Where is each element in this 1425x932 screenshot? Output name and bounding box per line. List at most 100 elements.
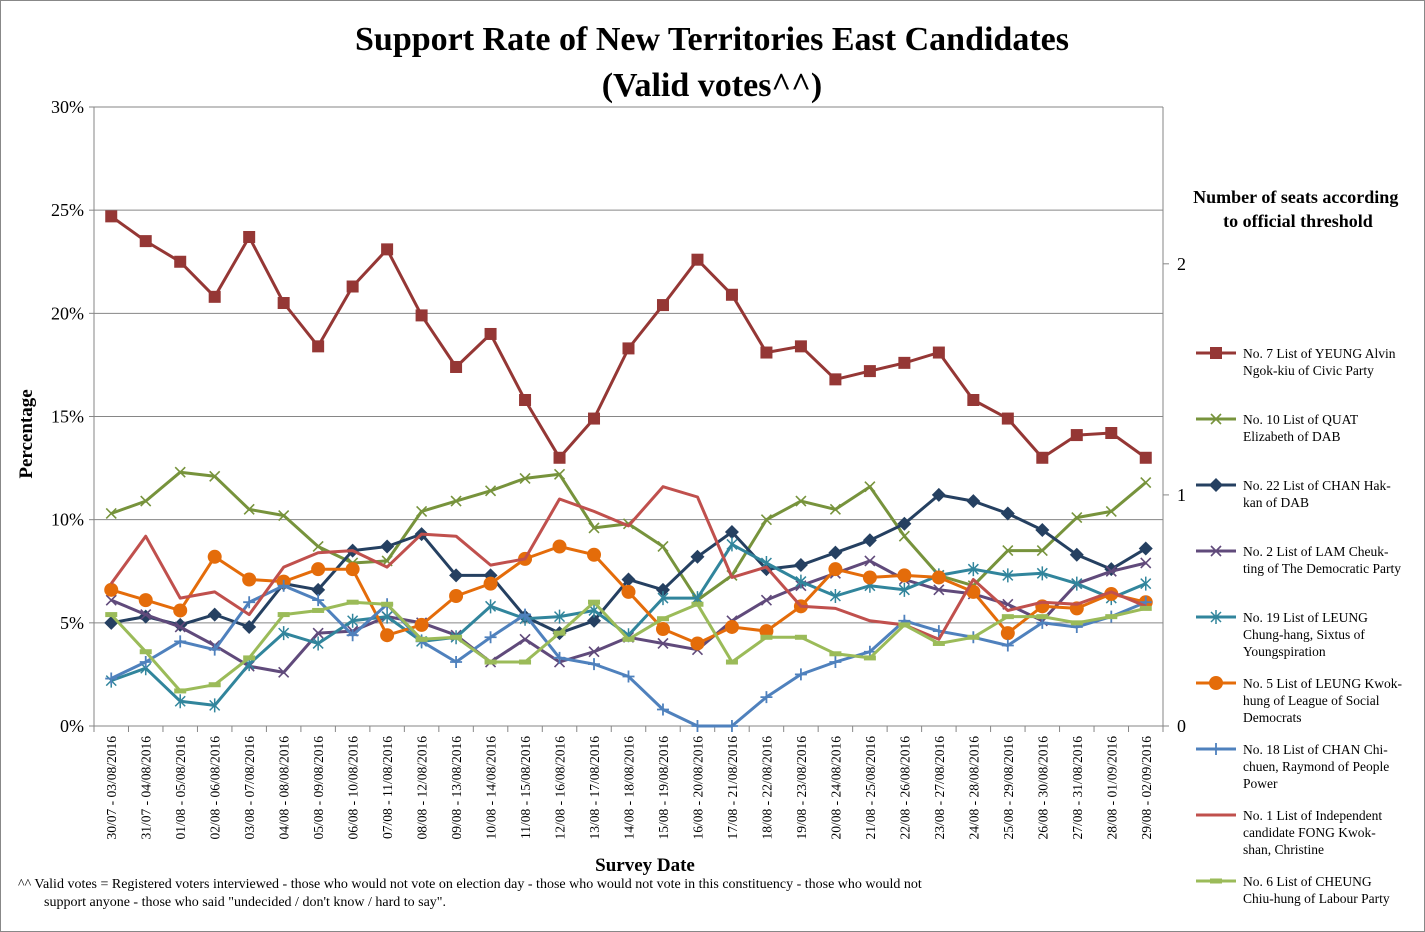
series-group (104, 210, 1153, 732)
data-point (173, 603, 188, 618)
data-point (931, 487, 946, 502)
x-category-label: 12/08 - 16/08/2016 (553, 736, 568, 840)
data-point (346, 280, 359, 293)
data-point (1105, 505, 1117, 517)
data-point (1139, 451, 1152, 464)
data-point (794, 634, 807, 640)
data-point (242, 572, 257, 587)
data-point (1002, 545, 1014, 557)
data-point (1209, 676, 1223, 690)
data-point (967, 634, 980, 640)
data-point (621, 584, 636, 599)
data-point (139, 235, 152, 248)
data-point (484, 485, 497, 497)
legend-label: Democrats (1243, 710, 1301, 725)
x-category-label: 13/08 - 17/08/2016 (587, 736, 602, 840)
data-point (1210, 545, 1222, 557)
y-tick-label: 0% (60, 716, 84, 736)
data-point (588, 412, 601, 425)
data-point (1001, 639, 1014, 652)
x-axis-title: Survey Date (595, 855, 695, 876)
data-point (724, 619, 739, 634)
data-point (898, 356, 911, 369)
data-point (587, 613, 602, 628)
data-point (724, 525, 739, 540)
data-point (1000, 506, 1015, 521)
data-point (622, 636, 635, 642)
data-point (828, 545, 843, 560)
legend-item: No. 10 List of QUAT Elizabeth of DAB (1196, 412, 1359, 444)
data-point (208, 682, 221, 688)
data-point (1070, 429, 1083, 442)
data-point (864, 481, 876, 493)
data-point (726, 537, 738, 552)
data-point (312, 340, 325, 353)
y-tick-label: 5% (60, 613, 84, 633)
data-point (347, 613, 359, 628)
data-point (898, 582, 910, 597)
legend-item: No. 18 List of CHAN Chi-chuen, Raymond o… (1196, 742, 1389, 791)
data-point (105, 210, 118, 223)
x-category-label: 01/08 - 05/08/2016 (173, 736, 188, 840)
data-point (139, 649, 152, 655)
data-point (449, 568, 464, 583)
x-category-label: 16/08 - 20/08/2016 (690, 736, 705, 840)
legend-item: No. 5 List of LEUNG Kwok-hung of League … (1196, 676, 1402, 725)
data-point (554, 609, 566, 624)
data-point (898, 622, 911, 628)
data-point (793, 558, 808, 573)
data-point (691, 720, 704, 732)
data-point (1001, 412, 1014, 425)
data-point (139, 656, 152, 669)
data-point (105, 672, 118, 685)
data-point (1035, 522, 1050, 537)
x-category-label: 03/08 - 07/08/2016 (242, 736, 257, 840)
data-point (140, 495, 152, 507)
data-point (1069, 547, 1084, 562)
data-point (450, 360, 463, 373)
data-point (657, 591, 669, 606)
y-tick-label: 30% (51, 97, 84, 117)
y-tick-label: 15% (51, 407, 84, 427)
legend-label: Youngspiration (1243, 644, 1326, 659)
data-point (174, 635, 187, 648)
chart-title: Support Rate of New Territories East Can… (355, 21, 1069, 58)
data-point (932, 640, 945, 646)
data-point (725, 288, 738, 301)
legend-label: Chiu-hung of Labour Party (1243, 891, 1390, 906)
legend-item: No. 7 List of YEUNG Alvin Ngok-kiu of Civ… (1196, 346, 1396, 378)
legend-item: No. 1 List of Independent candidate FONG … (1196, 808, 1382, 857)
x-category-label: 19/08 - 23/08/2016 (794, 736, 809, 840)
data-point (829, 589, 841, 604)
data-point (484, 631, 497, 644)
data-point (794, 668, 807, 681)
data-point (449, 589, 464, 604)
data-point (657, 540, 669, 553)
x-category-label: 22/08 - 26/08/2016 (897, 736, 912, 840)
series-line (109, 485, 1147, 641)
data-point (829, 373, 842, 386)
data-point (1140, 576, 1152, 591)
x-category-label: 31/07 - 04/08/2016 (139, 736, 154, 840)
data-point (862, 533, 877, 548)
legend-label: Elizabeth of DAB (1243, 429, 1340, 444)
data-point (277, 612, 290, 618)
data-point (174, 255, 187, 268)
data-point (450, 656, 463, 669)
legend-label: No. 7 List of YEUNG Alvin (1243, 346, 1396, 361)
data-point (863, 365, 876, 378)
data-point (1105, 427, 1118, 440)
legend-label: shan, Christine (1243, 842, 1324, 857)
data-point (345, 562, 360, 577)
data-point (655, 622, 670, 637)
series-8 (109, 485, 1147, 641)
data-point (553, 630, 566, 636)
data-point (1210, 347, 1222, 359)
seat-axis-title-line: to official threshold (1223, 211, 1373, 231)
data-point (864, 555, 876, 567)
seat-tick-label: 1 (1177, 485, 1186, 505)
data-point (312, 540, 324, 553)
y-axis-title: Percentage (16, 389, 37, 478)
data-point (243, 655, 256, 661)
